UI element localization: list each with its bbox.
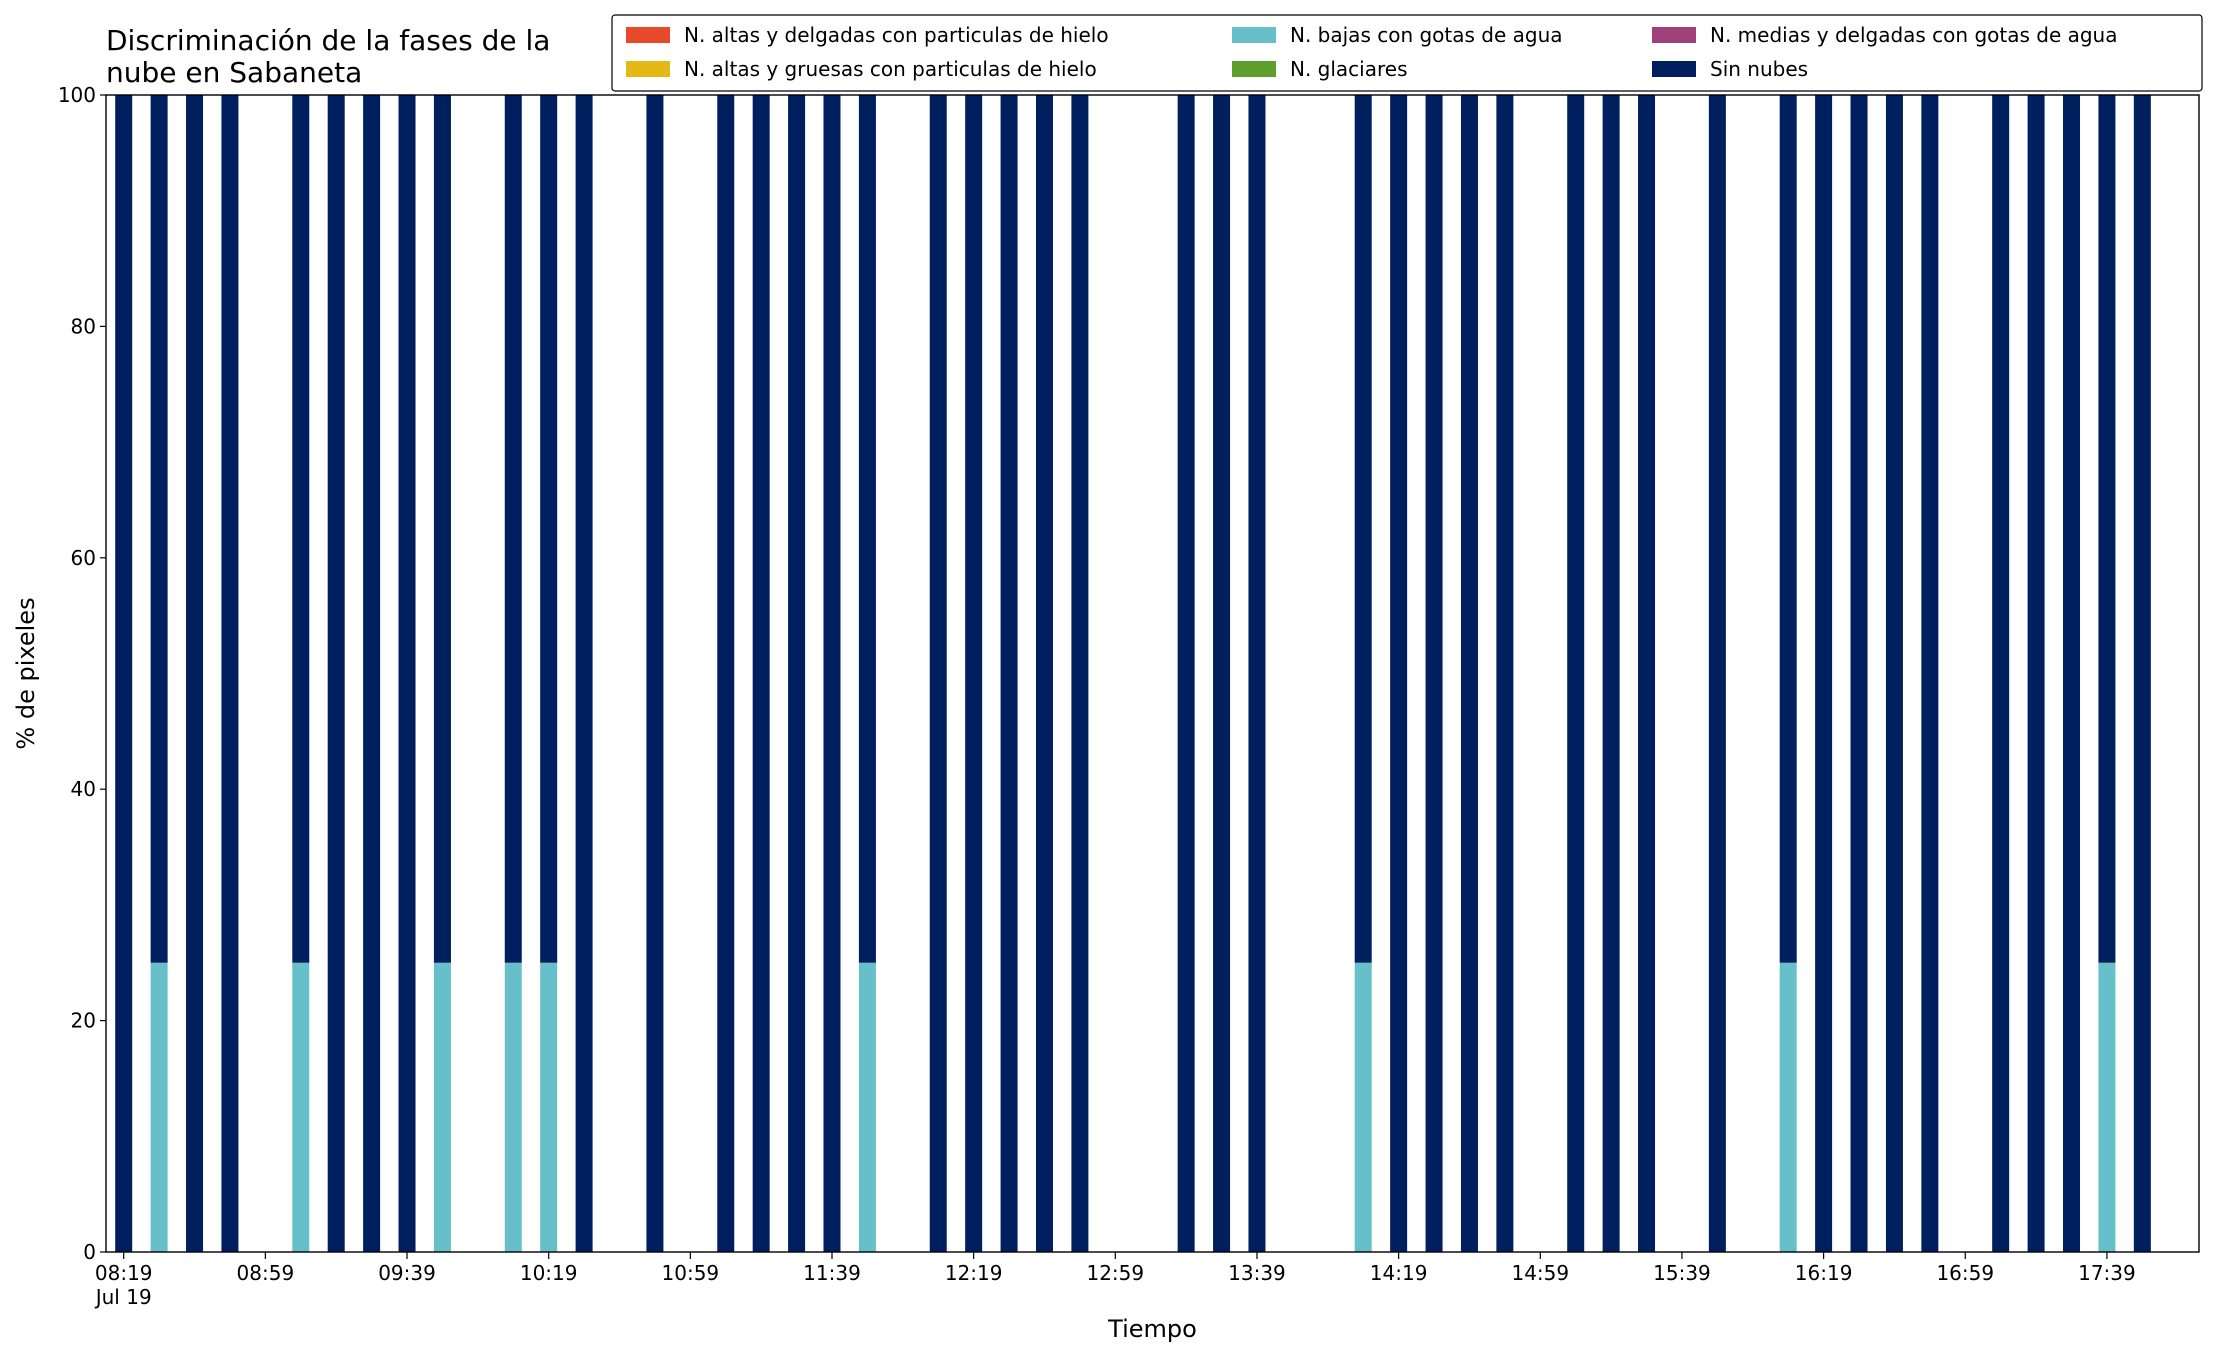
bar-segment — [292, 95, 310, 963]
bar-segment — [858, 962, 876, 1252]
x-tick-label: 13:39 — [1228, 1261, 1286, 1285]
x-tick-label: 11:39 — [803, 1261, 861, 1285]
bar-segment — [1815, 95, 1833, 1252]
legend-label: Sin nubes — [1710, 57, 1808, 81]
bar-segment — [1460, 95, 1478, 1252]
x-axis-label: Tiempo — [1107, 1315, 1197, 1343]
y-tick-label: 60 — [71, 546, 96, 570]
legend-label: N. bajas con gotas de agua — [1290, 23, 1563, 47]
bar-segment — [823, 95, 841, 1252]
title-line: nube en Sabaneta — [106, 56, 362, 89]
x-tick-label: 10:19 — [520, 1261, 578, 1285]
legend-label: N. altas y delgadas con particulas de hi… — [684, 23, 1109, 47]
bar-segment — [965, 95, 983, 1252]
bar-segment — [2098, 95, 2116, 963]
bar-segment — [2063, 95, 2081, 1252]
bar-segment — [1638, 95, 1656, 1252]
x-date-label: Jul 19 — [94, 1285, 152, 1309]
bar-segment — [150, 95, 168, 963]
bar-segment — [717, 95, 735, 1252]
bar-segment — [186, 95, 204, 1252]
bar-segment — [752, 95, 770, 1252]
bar-segment — [1248, 95, 1266, 1252]
x-tick-label: 15:39 — [1653, 1261, 1711, 1285]
x-tick-label: 09:39 — [378, 1261, 436, 1285]
bar-segment — [646, 95, 664, 1252]
chart-title: Discriminación de la fases de la nube en … — [106, 24, 550, 89]
bar-segment — [2027, 95, 2045, 1252]
legend-label: N. glaciares — [1290, 57, 1408, 81]
bar-segment — [1850, 95, 1868, 1252]
bar-segment — [433, 962, 451, 1252]
x-tick-label: 10:59 — [662, 1261, 720, 1285]
bar-segment — [398, 95, 416, 1252]
bar-segment — [1885, 95, 1903, 1252]
bar-segment — [540, 962, 558, 1252]
x-tick-label: 08:19 — [95, 1261, 153, 1285]
legend-swatch — [1652, 61, 1696, 77]
bar-segment — [327, 95, 345, 1252]
y-tick-label: 0 — [83, 1240, 96, 1264]
bar-segment — [1354, 962, 1372, 1252]
bar-segment — [221, 95, 239, 1252]
bar-segment — [1000, 95, 1018, 1252]
bar-segment — [788, 95, 806, 1252]
legend-swatch — [1232, 27, 1276, 43]
x-tick-label: 14:59 — [1511, 1261, 1569, 1285]
bar-segment — [363, 95, 381, 1252]
legend-box — [611, 14, 2203, 92]
x-tick-label: 14:19 — [1370, 1261, 1428, 1285]
bar-segment — [1071, 95, 1089, 1252]
legend-swatch — [626, 27, 670, 43]
bar-segment — [2098, 962, 2116, 1252]
bar-segment — [575, 95, 593, 1252]
bar-segment — [1921, 95, 1939, 1252]
x-tick-label: 17:39 — [2078, 1261, 2136, 1285]
bar-segment — [1567, 95, 1585, 1252]
y-axis-label: % de pixeles — [12, 597, 40, 749]
bar-segment — [1177, 95, 1195, 1252]
x-tick-label: 16:59 — [1936, 1261, 1994, 1285]
bar-segment — [1213, 95, 1231, 1252]
legend-swatch — [1652, 27, 1696, 43]
bar-segment — [504, 95, 522, 963]
bar-segment — [433, 95, 451, 963]
bar-segment — [1390, 95, 1408, 1252]
bar-segment — [1035, 95, 1053, 1252]
bar-segment — [1779, 962, 1797, 1252]
y-tick-label: 100 — [58, 83, 96, 107]
bar-segment — [1496, 95, 1514, 1252]
bar-segment — [540, 95, 558, 963]
bar-segment — [1708, 95, 1726, 1252]
y-tick-label: 20 — [71, 1009, 96, 1033]
y-tick-label: 40 — [71, 777, 96, 801]
y-tick-label: 80 — [71, 314, 96, 338]
bar-segment — [1602, 95, 1620, 1252]
bar-segment — [929, 95, 947, 1252]
title-line: Discriminación de la fases de la — [106, 24, 550, 57]
bar-segment — [1354, 95, 1372, 963]
bar-segment — [2133, 95, 2151, 1252]
plot-frame — [105, 94, 2200, 1253]
bar-segment — [1779, 95, 1797, 963]
x-tick-label: 08:59 — [237, 1261, 295, 1285]
legend-label: N. medias y delgadas con gotas de agua — [1710, 23, 2118, 47]
x-tick-label: 12:19 — [945, 1261, 1003, 1285]
legend-label: N. altas y gruesas con particulas de hie… — [684, 57, 1097, 81]
bar-segment — [292, 962, 310, 1252]
x-tick-label: 12:59 — [1086, 1261, 1144, 1285]
bar-segment — [504, 962, 522, 1252]
legend-swatch — [626, 61, 670, 77]
x-tick-label: 16:19 — [1795, 1261, 1853, 1285]
bar-segment — [858, 95, 876, 963]
legend-swatch — [1232, 61, 1276, 77]
bar-segment — [1425, 95, 1443, 1252]
bar-segment — [150, 962, 168, 1252]
bar-segment — [1992, 95, 2010, 1252]
bar-segment — [115, 95, 133, 1252]
